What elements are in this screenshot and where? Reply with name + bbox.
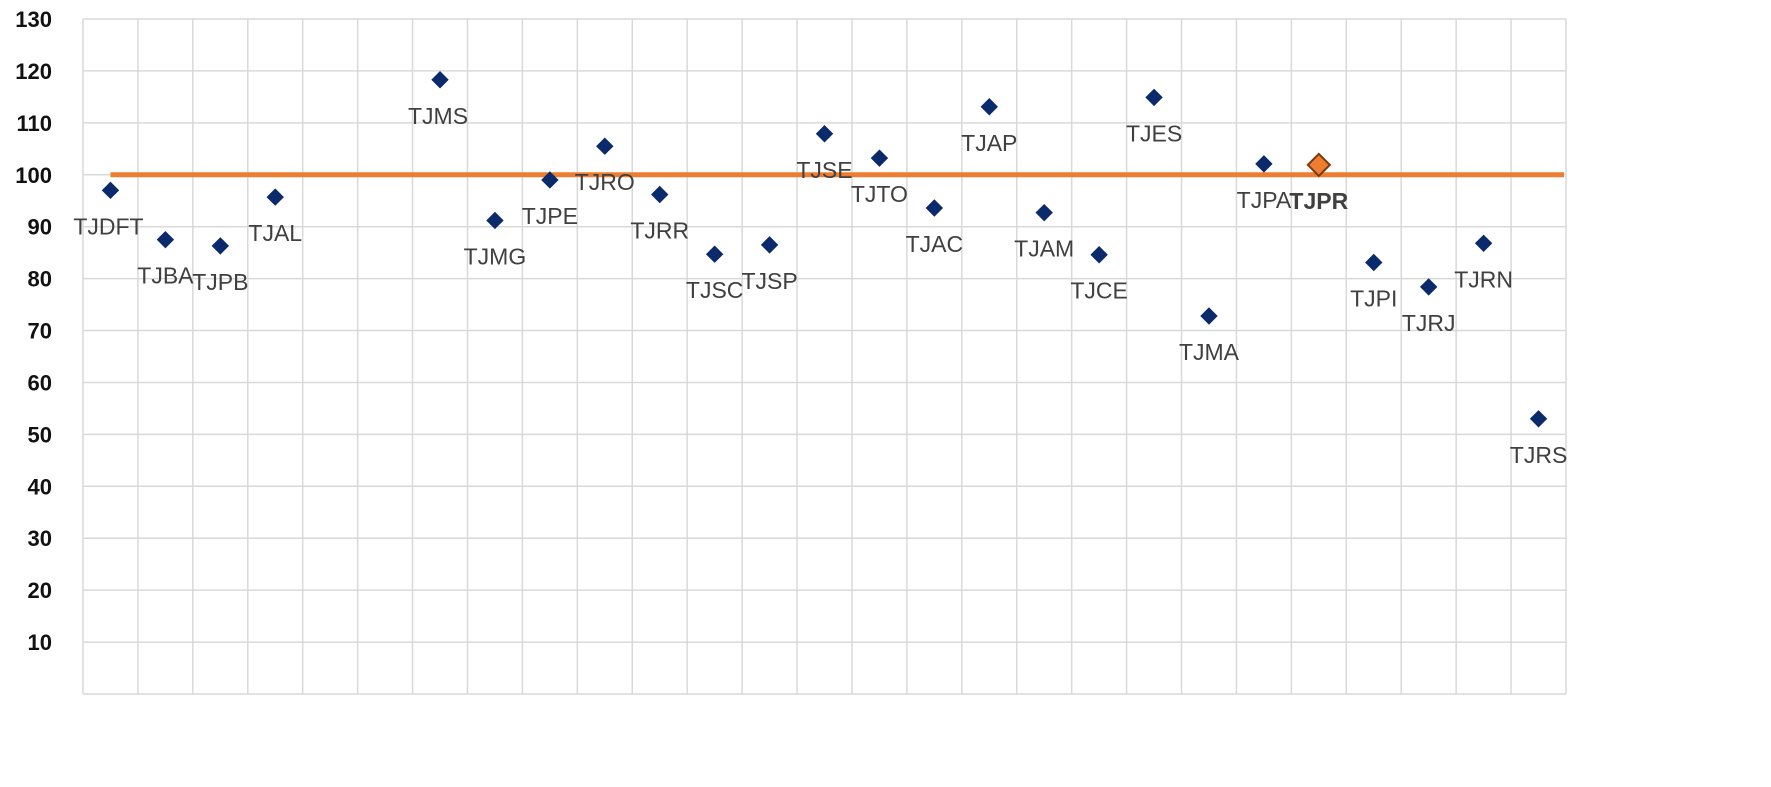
data-label-tjdft: TJDFT [73,213,143,239]
data-point-tjdft [101,181,120,200]
data-point-tjpe [541,171,559,189]
data-point-tjpa [1255,155,1273,173]
data-label-tjpr: TJPR [1289,188,1348,214]
data-point-tjes [1145,88,1163,107]
y-tick-label: 110 [17,111,53,136]
y-tick-label: 70 [28,319,52,344]
data-label-tjmg: TJMG [464,243,527,269]
data-label-tjse: TJSE [796,157,852,183]
data-point-tjap [980,98,998,116]
y-tick-label: 50 [28,422,52,447]
data-label-tjes: TJES [1126,120,1182,146]
data-label-tjce: TJCE [1070,278,1128,304]
data-point-tjpr [1306,152,1332,178]
data-label-tjam: TJAM [1014,236,1074,262]
data-label-tjma: TJMA [1179,339,1240,365]
data-label-tjro: TJRO [575,169,635,195]
data-label-tjba: TJBA [137,263,194,289]
data-label-tjal: TJAL [248,220,302,246]
y-tick-label: 130 [15,7,52,32]
y-tick-label: 60 [28,370,52,395]
data-label-tjpi: TJPI [1350,286,1397,312]
data-point-tjto [870,149,889,167]
data-point-tjam [1035,203,1053,222]
y-tick-label: 10 [28,630,52,655]
data-label-tjrn: TJRN [1454,266,1513,292]
data-point-tjma [1200,307,1218,325]
y-tick-label: 120 [15,59,52,84]
gridlines [82,18,1567,695]
y-tick-label: 100 [15,163,52,188]
y-tick-label: 80 [28,267,52,292]
data-label-tjsp: TJSP [741,268,797,294]
data-point-tjro [596,137,614,155]
data-label-tjto: TJTO [851,181,908,207]
data-point-tjrj [1419,278,1438,296]
data-point-tjac [925,199,944,217]
data-point-tjpi [1365,253,1383,272]
data-label-tjrj: TJRJ [1402,310,1456,336]
y-axis: 10 20 30 40 50 60 70 80 90 100 110 120 130 [15,7,52,655]
data-label-tjpa: TJPA [1237,187,1292,213]
y-tick-label: 90 [28,215,52,240]
data-label-tjrr: TJRR [630,218,689,244]
y-tick-label: 20 [28,578,52,603]
data-label-tjsc: TJSC [686,277,744,303]
data-point-tjrs [1529,410,1548,428]
data-point-tjsp [760,236,779,254]
y-tick-label: 30 [28,526,52,551]
data-label-tjrs: TJRS [1510,442,1568,468]
data-point-tjsc [705,245,724,263]
data-label-tjms: TJMS [408,103,468,129]
data-point-tjmg [486,211,504,230]
y-tick-label: 40 [28,474,52,499]
data-point-tjrn [1474,234,1493,253]
data-point-tjce [1090,246,1108,264]
data-label-tjap: TJAP [961,130,1017,156]
data-point-tjrr [651,185,669,204]
data-point-tjse [815,125,834,143]
data-point-tjpb [211,237,230,255]
data-point-tjba [156,230,175,249]
data-points [101,71,1548,428]
data-point-tjms [431,71,449,89]
data-label-tjpe: TJPE [522,203,578,229]
data-label-tjac: TJAC [906,231,964,257]
data-point-tjal [266,188,284,206]
data-label-tjpb: TJPB [192,269,248,295]
